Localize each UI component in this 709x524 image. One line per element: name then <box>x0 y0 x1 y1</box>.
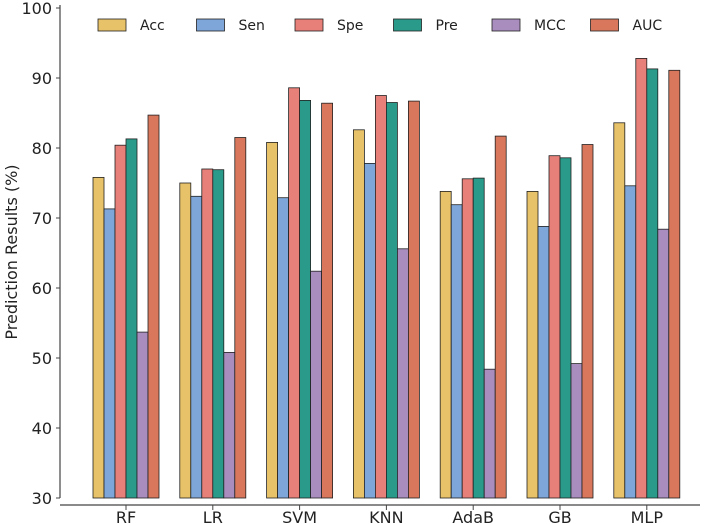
bars-layer: RF Acc: 75.8RF Sen: 71.3RF Spe: 80.4RF P… <box>92 58 681 499</box>
y-tick-label-60: 60 <box>32 279 52 298</box>
bar-knn-auc: KNN AUC: 86.7 <box>407 100 420 499</box>
bar-adab-sen: AdaB Sen: 71.9 <box>450 204 463 499</box>
bar-mlp-acc: MLP Acc: 83.6 <box>613 122 626 499</box>
legend-swatch-mcc <box>491 18 521 32</box>
bar-lr-sen: LR Sen: 73.1 <box>190 195 203 499</box>
bar-mlp-auc: MLP AUC: 91.1 <box>668 69 681 499</box>
x-tick-label-gb: GB <box>548 508 571 524</box>
bar-rf-mcc: RF MCC: 53.7 <box>136 331 149 499</box>
y-tick-label-80: 80 <box>32 139 52 158</box>
bar-lr-mcc: LR MCC: 50.8 <box>223 351 236 499</box>
bar-gb-acc: GB Acc: 73.8 <box>526 190 539 499</box>
legend-swatch-acc <box>97 18 127 32</box>
bar-gb-pre: GB Pre: 78.6 <box>559 157 572 499</box>
bar-knn-mcc: KNN MCC: 65.6 <box>396 248 409 499</box>
bar-gb-auc: GB AUC: 80.5 <box>581 144 594 499</box>
bar-adab-acc: AdaB Acc: 73.8 <box>439 190 452 499</box>
bar-adab-pre: AdaB Pre: 75.7 <box>472 177 485 499</box>
bar-mlp-mcc: MLP MCC: 68.4 <box>657 228 670 499</box>
legend: Acc Sen Spe Pre MCC AUC <box>97 18 663 34</box>
legend-swatch-sen <box>196 18 225 32</box>
bar-svm-acc: SVM Acc: 80.8 <box>266 141 279 499</box>
legend-label-auc: AUC <box>633 18 663 34</box>
bar-lr-pre: LR Pre: 76.9 <box>212 169 225 499</box>
bar-mlp-pre: MLP Pre: 91.3 <box>646 68 659 499</box>
bar-svm-auc: SVM AUC: 86.4 <box>321 102 334 499</box>
bar-svm-mcc: SVM MCC: 62.4 <box>310 270 323 499</box>
legend-label-acc: Acc <box>140 18 165 34</box>
x-tick-label-knn: KNN <box>369 508 403 524</box>
y-tick-label-70: 70 <box>32 209 52 228</box>
y-tick-label-40: 40 <box>32 419 52 438</box>
bar-rf-spe: RF Spe: 80.4 <box>114 144 127 499</box>
x-tick-label-lr: LR <box>203 508 223 524</box>
bar-adab-auc: AdaB AUC: 81.7 <box>494 135 507 499</box>
x-tick-label-rf: RF <box>116 508 136 524</box>
bar-gb-mcc: GB MCC: 49.2 <box>570 363 583 499</box>
y-tick-label-50: 50 <box>32 349 52 368</box>
legend-swatch-spe <box>294 18 324 32</box>
bar-lr-acc: LR Acc: 75 <box>179 182 192 499</box>
bar-svm-pre: SVM Pre: 86.8 <box>299 100 312 499</box>
bar-knn-pre: KNN Pre: 86.5 <box>385 102 398 499</box>
legend-swatch-auc <box>590 18 619 32</box>
legend-label-sen: Sen <box>239 18 265 34</box>
bar-gb-sen: GB Sen: 68.8 <box>537 225 550 499</box>
bar-knn-sen: KNN Sen: 77.8 <box>363 162 376 499</box>
bar-adab-spe: AdaB Spe: 75.6 <box>461 178 474 499</box>
bar-rf-auc: RF AUC: 84.7 <box>147 114 160 499</box>
x-tick-label-svm: SVM <box>282 508 317 524</box>
bar-mlp-spe: MLP Spe: 92.8 <box>635 58 648 499</box>
y-axis-ticks: 30 40 50 60 70 80 90 100 <box>21 0 60 508</box>
bar-lr-spe: LR Spe: 77 <box>201 168 214 499</box>
bar-knn-acc: KNN Acc: 82.6 <box>352 129 365 499</box>
legend-label-spe: Spe <box>337 18 363 34</box>
legend-swatch-pre <box>393 18 422 32</box>
y-axis-label: Prediction Results (%) <box>2 164 21 339</box>
bar-svm-sen: SVM Sen: 72.9 <box>277 197 290 499</box>
legend-label-pre: Pre <box>436 18 458 34</box>
bar-svm-spe: SVM Spe: 88.6 <box>288 87 301 499</box>
bar-lr-auc: LR AUC: 81.5 <box>234 137 247 499</box>
bar-adab-mcc: AdaB MCC: 48.4 <box>483 368 496 499</box>
bar-mlp-sen: MLP Sen: 74.6 <box>624 185 637 499</box>
x-tick-label-adab: AdaB <box>452 508 494 524</box>
legend-label-mcc: MCC <box>534 18 566 34</box>
x-tick-label-mlp: MLP <box>631 508 664 524</box>
y-tick-label-90: 90 <box>32 69 52 88</box>
y-tick-label-100: 100 <box>21 0 52 18</box>
bar-knn-spe: KNN Spe: 87.5 <box>374 95 387 499</box>
bar-gb-spe: GB Spe: 78.9 <box>548 155 561 499</box>
y-tick-label-30: 30 <box>32 489 52 508</box>
bar-rf-acc: RF Acc: 75.8 <box>92 176 105 499</box>
bar-rf-sen: RF Sen: 71.3 <box>103 208 116 499</box>
x-axis-ticks: RF LR SVM KNN AdaB GB MLP <box>116 505 663 524</box>
bar-rf-pre: RF Pre: 81.3 <box>125 138 138 499</box>
